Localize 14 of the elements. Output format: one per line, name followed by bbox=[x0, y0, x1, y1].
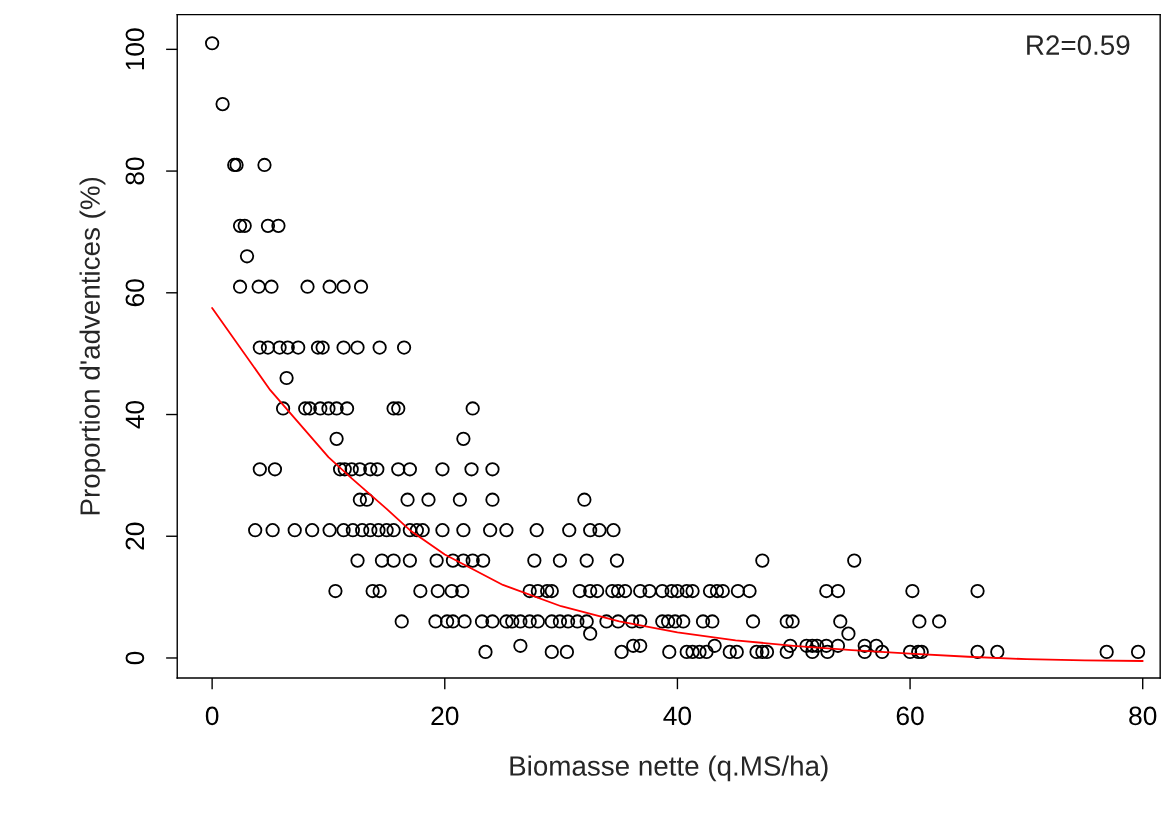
x-tick-label: 0 bbox=[205, 706, 219, 726]
y-tick-label: 80 bbox=[125, 157, 145, 185]
x-tick-label: 80 bbox=[1129, 706, 1157, 726]
x-tick-label: 60 bbox=[896, 706, 924, 726]
annotation: R2=0.59 bbox=[1027, 35, 1130, 55]
y-axis-title: Proportion d'adventices (%) bbox=[79, 177, 106, 515]
x-tick-label: 20 bbox=[431, 706, 459, 726]
y-tick-label: 0 bbox=[125, 651, 145, 665]
y-tick-label: 60 bbox=[125, 279, 145, 307]
x-axis-title: Biomasse nette (q.MS/ha) bbox=[510, 755, 828, 782]
x-tick-label: 40 bbox=[663, 706, 692, 726]
y-tick-label: 100 bbox=[125, 28, 145, 70]
y-tick-label: 40 bbox=[125, 400, 145, 429]
y-tick-label: 20 bbox=[125, 522, 145, 550]
